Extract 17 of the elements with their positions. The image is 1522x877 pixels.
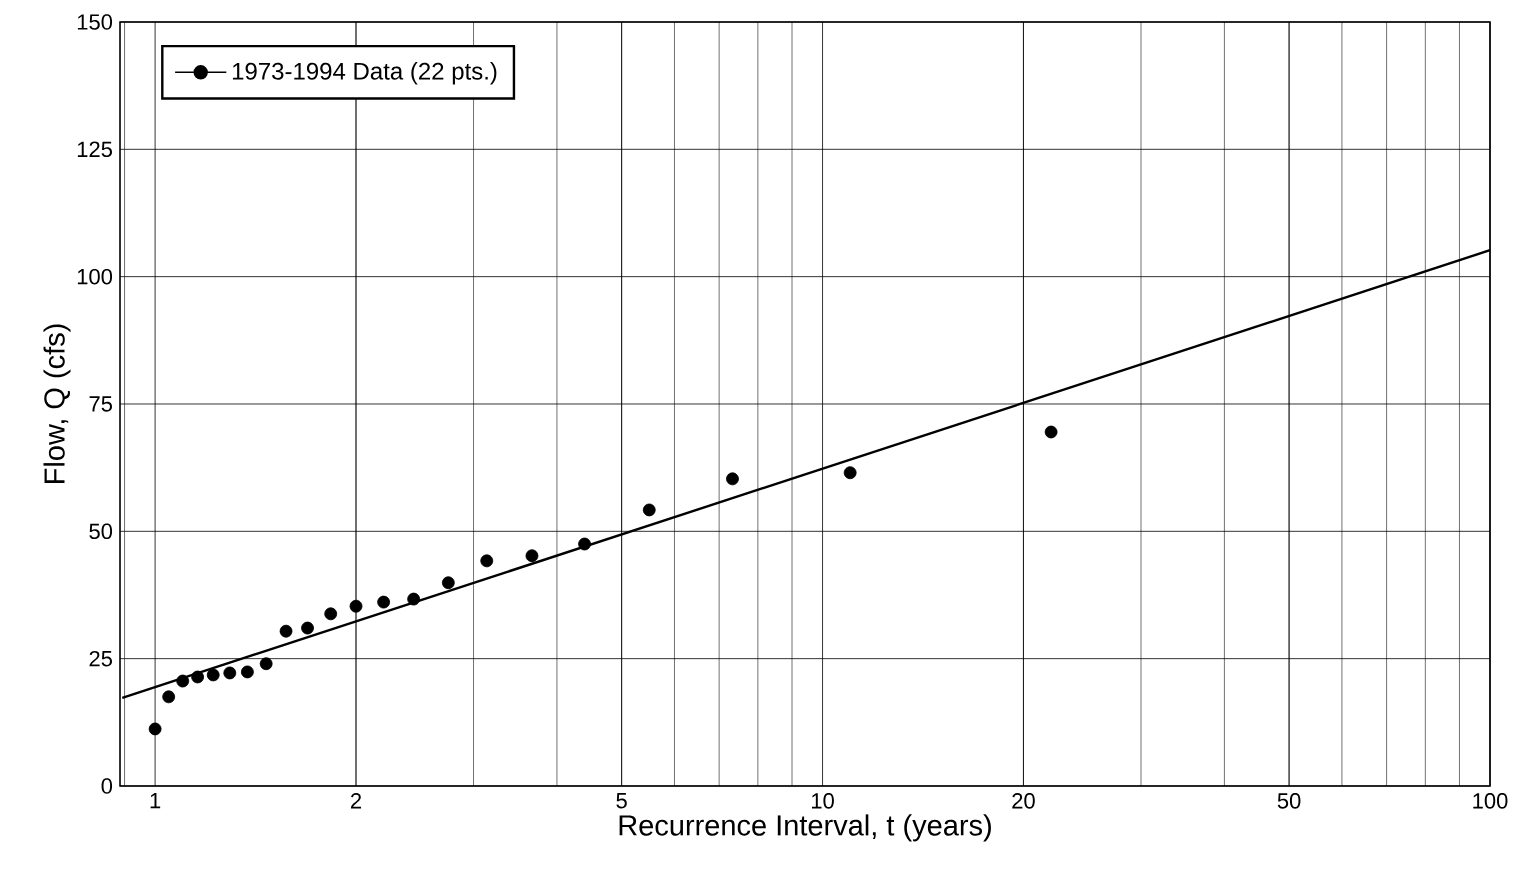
- y-axis-title: Flow, Q (cfs): [43, 324, 71, 483]
- y-tick-label: 150: [77, 14, 113, 30]
- x-tick-label: 5: [616, 793, 627, 809]
- y-tick-label: 75: [89, 396, 112, 412]
- x-axis-title: Recurrence Interval, t (years): [619, 814, 991, 842]
- y-tick-label: 0: [101, 778, 113, 794]
- y-tick-label: 125: [77, 141, 112, 158]
- y-tick-label: 100: [77, 268, 113, 285]
- legend-label: 1973-1994 Data (22 pts.): [232, 62, 497, 85]
- x-tick-label: 100: [1473, 793, 1508, 809]
- y-tick-label: 25: [89, 650, 112, 667]
- x-tick-label: 1: [150, 793, 161, 809]
- x-tick-label: 10: [811, 793, 834, 809]
- x-tick-label: 2: [350, 793, 362, 809]
- y-tick-label: 50: [89, 523, 113, 540]
- x-tick-label: 20: [1012, 793, 1035, 809]
- x-tick-label: 50: [1277, 793, 1301, 809]
